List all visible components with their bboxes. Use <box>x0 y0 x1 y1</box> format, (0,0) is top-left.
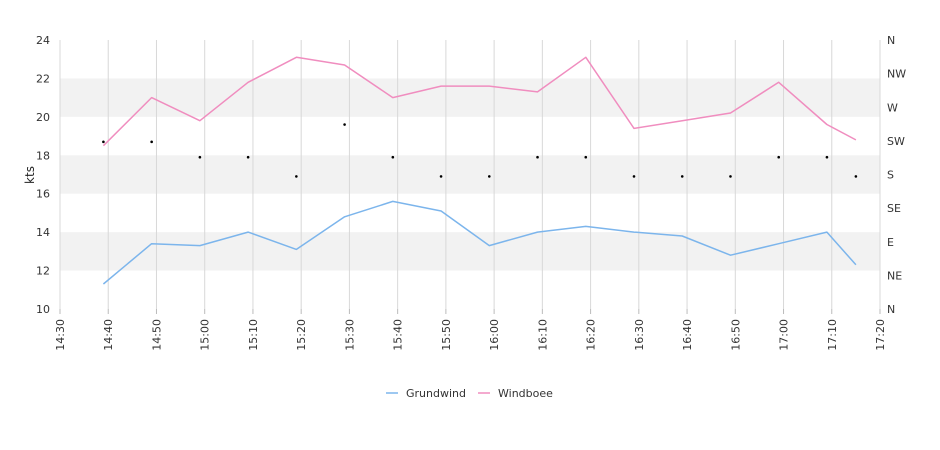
y-tick-label: 16 <box>36 188 50 201</box>
y-tick-label: 24 <box>36 34 50 47</box>
x-tick-label: 14:30 <box>54 319 67 351</box>
x-tick-label: 16:30 <box>633 319 646 351</box>
direction-marker <box>198 155 202 159</box>
direction-markers <box>102 123 858 178</box>
x-tick-label: 17:10 <box>826 319 839 351</box>
series-lines <box>102 56 857 285</box>
right-tick-label: S <box>887 169 894 182</box>
x-tick-label: 15:50 <box>440 319 453 351</box>
x-tick-label: 15:20 <box>295 319 308 351</box>
y-tick-label: 22 <box>36 72 50 85</box>
right-axis-ticks: N NE E SE S SW W NW N <box>887 34 906 316</box>
direction-marker <box>487 175 491 178</box>
plot-bands <box>60 78 880 271</box>
direction-marker <box>246 155 250 159</box>
direction-marker <box>439 175 443 178</box>
direction-marker <box>584 155 588 159</box>
x-tick-label: 16:00 <box>488 319 501 351</box>
right-tick-label: NE <box>887 269 902 282</box>
legend-label: Windboee <box>498 387 553 400</box>
direction-marker <box>680 175 684 178</box>
x-tick-label: 15:40 <box>392 319 405 351</box>
right-tick-label: N <box>887 34 895 47</box>
direction-marker <box>729 175 732 178</box>
x-tick-label: 17:00 <box>778 319 791 351</box>
direction-marker <box>777 155 781 159</box>
direction-marker <box>102 140 105 144</box>
x-tick-label: 16:40 <box>681 319 694 351</box>
x-tick-label: 16:50 <box>729 319 742 351</box>
direction-marker <box>150 140 153 144</box>
right-tick-label: N <box>887 303 895 316</box>
plot-band <box>60 232 880 271</box>
right-tick-label: NW <box>887 68 906 81</box>
y-tick-label: 20 <box>36 111 50 124</box>
plot-band <box>60 155 880 194</box>
x-tick-label: 15:10 <box>247 319 260 351</box>
y-axis-ticks: 10 12 14 16 18 20 22 24 <box>36 34 50 316</box>
legend-label: Grundwind <box>406 387 466 400</box>
x-tick-label: 16:10 <box>536 319 549 351</box>
direction-marker <box>825 155 829 159</box>
plot-band <box>60 78 880 117</box>
series-line-windboee <box>102 56 857 147</box>
x-tick-label: 17:20 <box>874 319 887 351</box>
legend: Grundwind Windboee <box>386 387 553 400</box>
right-tick-label: SE <box>887 202 901 215</box>
right-tick-label: E <box>887 236 894 249</box>
x-axis-ticks: 14:30 14:40 14:50 15:00 15:10 15:20 15:30 15:40… <box>54 319 887 351</box>
direction-marker <box>295 175 298 178</box>
x-tick-label: 16:20 <box>585 319 598 351</box>
direction-marker <box>391 155 395 159</box>
right-tick-label: SW <box>887 135 905 148</box>
x-tick-label: 15:30 <box>343 319 356 351</box>
y-tick-label: 18 <box>36 149 50 162</box>
direction-marker <box>632 175 636 178</box>
series-line-grundwind <box>102 200 857 285</box>
direction-marker <box>343 123 346 126</box>
x-tick-label: 15:00 <box>199 319 212 351</box>
direction-marker <box>536 155 539 159</box>
right-tick-label: W <box>887 101 898 114</box>
y-tick-label: 10 <box>36 303 50 316</box>
vertical-gridlines <box>59 40 881 314</box>
y-tick-label: 12 <box>36 265 50 278</box>
y-tick-label: 14 <box>36 226 50 239</box>
x-tick-label: 14:50 <box>150 319 163 351</box>
x-tick-label: 14:40 <box>102 319 115 351</box>
direction-marker <box>854 175 858 178</box>
y-axis-title: kts <box>23 166 37 184</box>
